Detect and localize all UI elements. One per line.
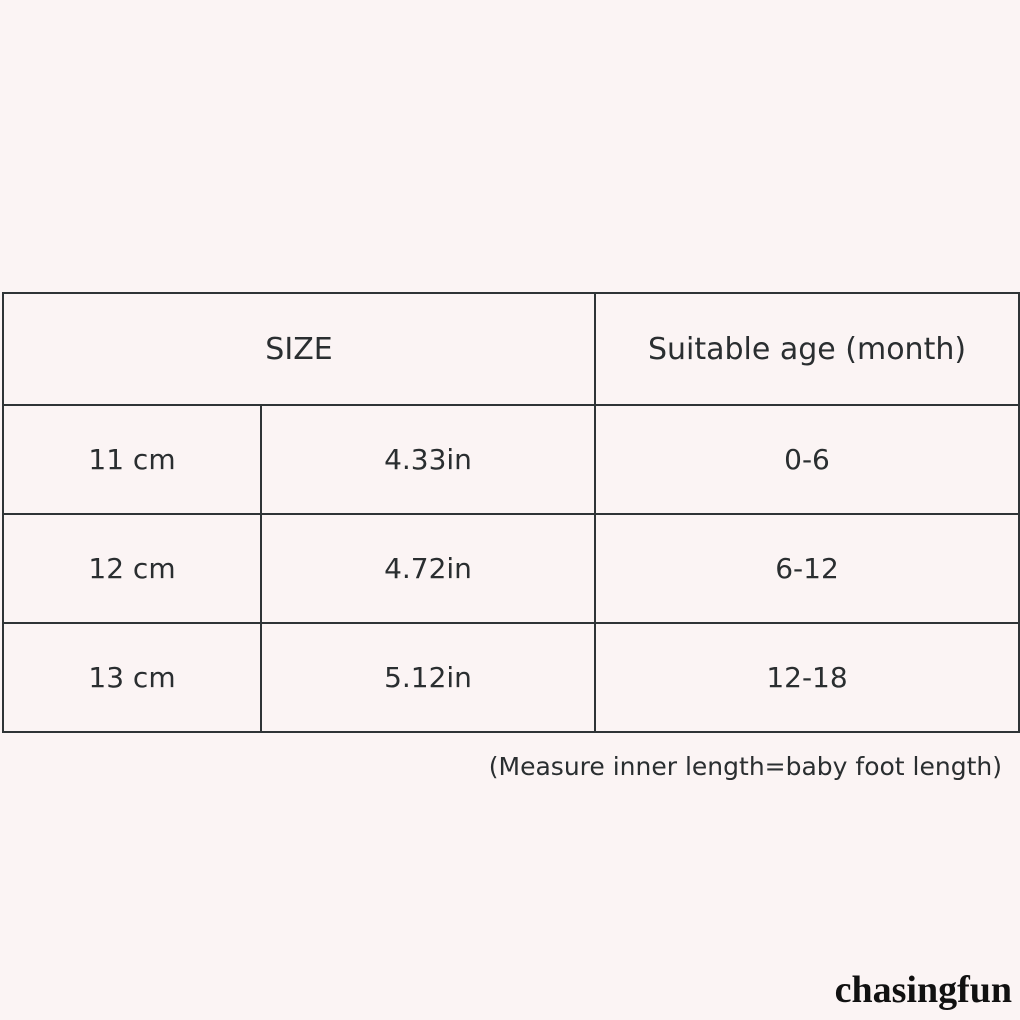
table-row: 13 cm 5.12in 12-18 xyxy=(2,622,1020,733)
header-cell: SIZE xyxy=(2,292,596,406)
header-cell: Suitable age (month) xyxy=(594,292,1020,406)
table-cell: 12 cm xyxy=(2,513,262,624)
table-cell: 0-6 xyxy=(594,404,1020,515)
table-cell: 6-12 xyxy=(594,513,1020,624)
header-row: SIZE Suitable age (month) xyxy=(2,292,1020,406)
table-cell: 13 cm xyxy=(2,622,262,733)
table-row: 12 cm 4.72in 6-12 xyxy=(2,513,1020,624)
brand-logo: chasingfun xyxy=(834,969,1012,1011)
table-cell: 4.72in xyxy=(260,513,596,624)
table-cell: 5.12in xyxy=(260,622,596,733)
note: (Measure inner length=baby foot length) xyxy=(488,752,1002,781)
table-cell: 4.33in xyxy=(260,404,596,515)
table-row: 11 cm 4.33in 0-6 xyxy=(2,404,1020,515)
table-cell: 11 cm xyxy=(2,404,262,515)
size-table: SIZE Suitable age (month) 11 cm 4.33in 0-6… xyxy=(2,292,1020,733)
table-cell: 12-18 xyxy=(594,622,1020,733)
